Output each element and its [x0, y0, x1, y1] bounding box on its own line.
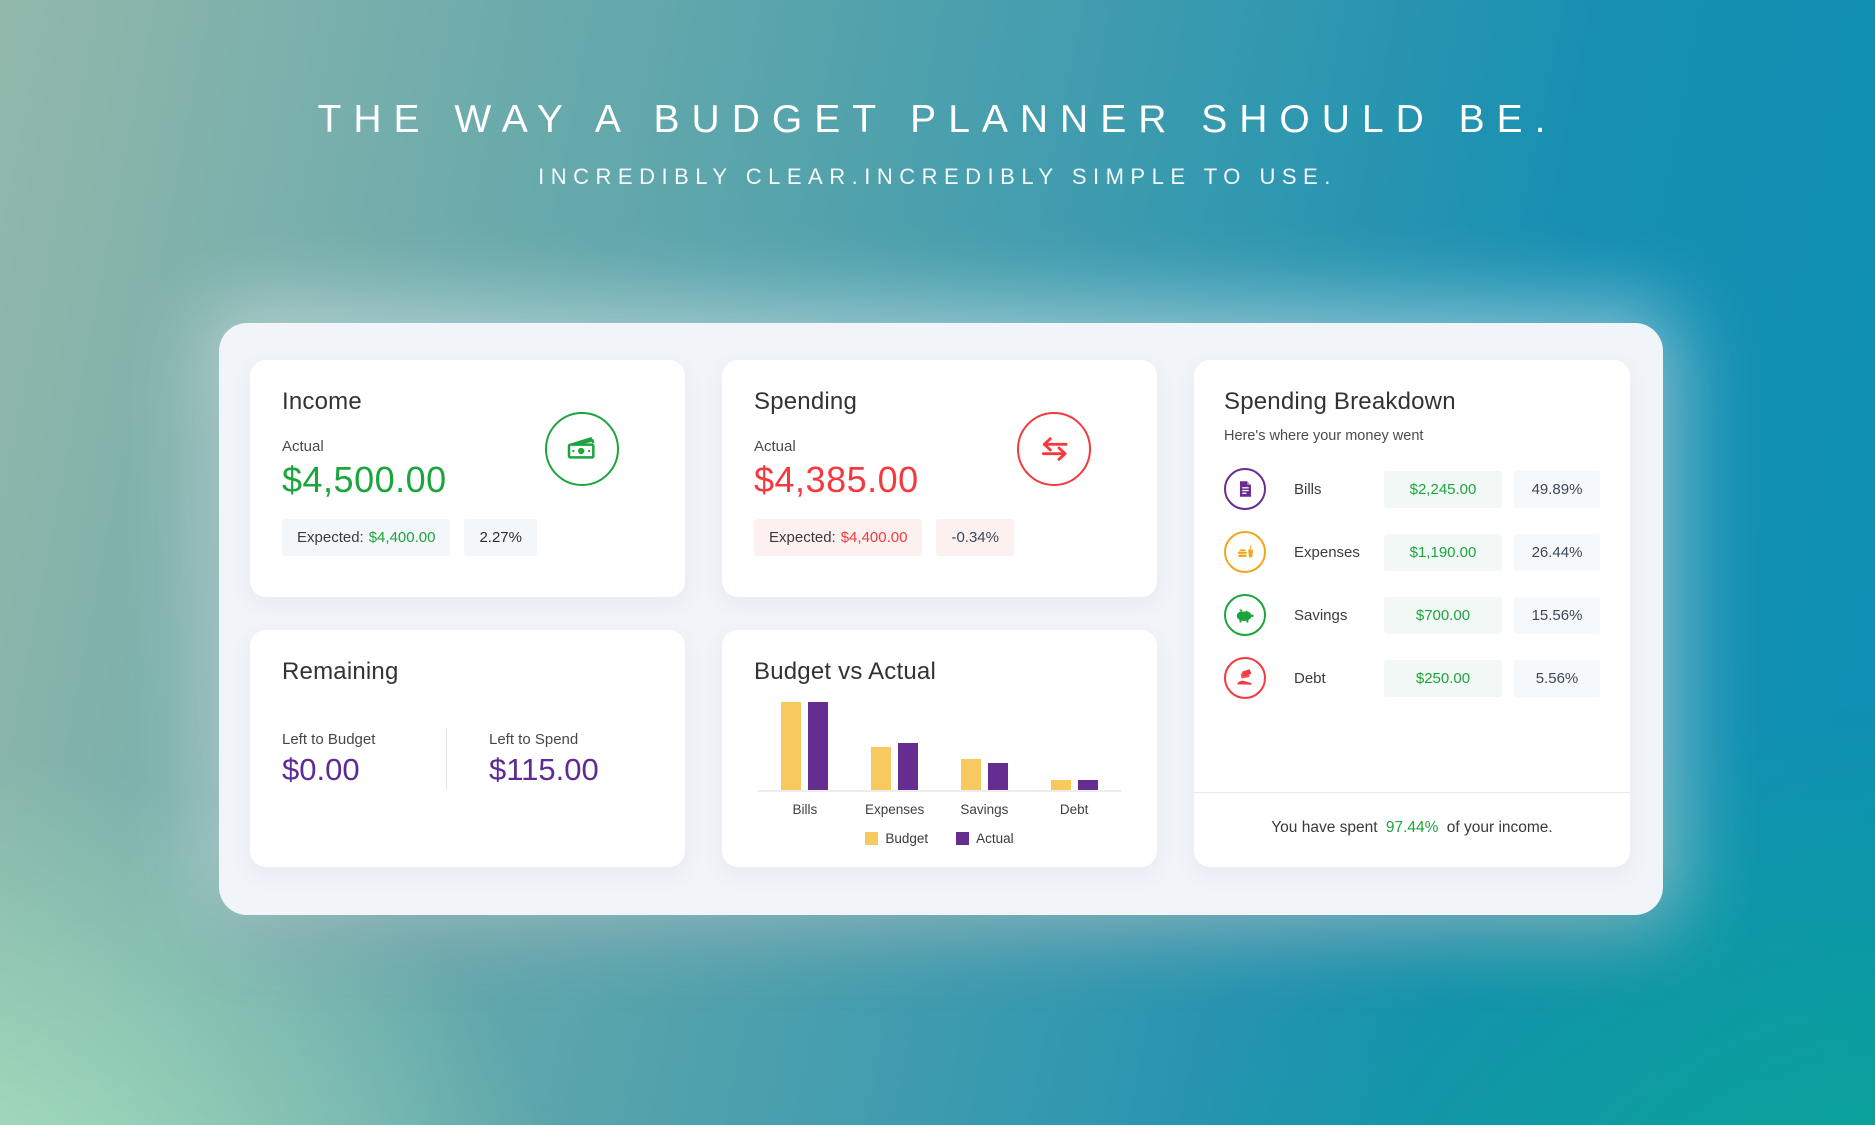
breakdown-amount-badge: $1,190.00 — [1384, 533, 1502, 571]
breakdown-row: Savings $700.00 15.56% — [1224, 594, 1600, 636]
breakdown-footer: You have spent 97.44% of your income. — [1224, 793, 1600, 867]
left-to-budget-block: Left to Budget $0.00 — [282, 731, 446, 788]
chart-group-expenses: Expenses — [850, 700, 940, 817]
breakdown-row: Expenses $1,190.00 26.44% — [1224, 531, 1600, 573]
bar-chart: Bills Expenses Savings Debt Budget Actual — [754, 700, 1125, 846]
breakdown-percent-badge: 49.89% — [1514, 470, 1600, 508]
breakdown-rows: Bills $2,245.00 49.89% Expenses $1,190.00 26.… — [1224, 468, 1600, 720]
income-card-title: Income — [282, 388, 362, 415]
breakdown-amount-badge: $250.00 — [1384, 659, 1502, 697]
breakdown-category-label: Savings — [1294, 606, 1348, 624]
breakdown-row: Debt $250.00 5.56% — [1224, 657, 1600, 699]
footer-percent: 97.44% — [1385, 819, 1439, 836]
chart-legend: Budget Actual — [760, 831, 1119, 846]
left-to-budget-label: Left to Budget — [282, 730, 376, 748]
left-to-spend-block: Left to Spend $115.00 — [447, 731, 653, 788]
footer-prefix: You have spent — [1271, 819, 1378, 836]
bar-actual-expenses — [898, 743, 919, 790]
legend-item-budget: Budget — [865, 831, 928, 846]
breakdown-subtitle: Here's where your money went — [1224, 428, 1424, 444]
bar-budget-savings — [960, 759, 981, 790]
chart-group-savings: Savings — [940, 700, 1030, 817]
legend-item-actual: Actual — [956, 831, 1014, 846]
bar-actual-bills — [808, 702, 829, 790]
breakdown-amount-badge: $700.00 — [1384, 596, 1502, 634]
breakdown-category-label: Expenses — [1294, 543, 1360, 561]
spending-expected-label: Expected: — [769, 529, 836, 546]
spending-actual-label: Actual — [754, 438, 796, 455]
spending-delta-badge: -0.34% — [936, 519, 1014, 556]
income-expected-chip: Expected: $4,400.00 — [282, 519, 451, 556]
bar-budget-debt — [1050, 780, 1071, 790]
breakdown-footer-divider — [1194, 792, 1630, 793]
left-to-spend-value: $115.00 — [489, 751, 599, 787]
spending-breakdown-panel: Spending Breakdown Here's where your mon… — [1194, 360, 1630, 867]
legend-swatch-icon — [865, 832, 879, 845]
legend-swatch-icon — [956, 832, 970, 845]
chart-group-bills: Bills — [760, 700, 850, 817]
income-actual-value: $4,500.00 — [282, 459, 447, 500]
income-expected-label: Expected: — [297, 529, 364, 546]
hand-card-icon — [1224, 657, 1266, 699]
chart-category-label: Debt — [1059, 802, 1089, 817]
chart-title: Budget vs Actual — [754, 658, 936, 685]
transfer-arrows-icon — [1017, 412, 1091, 486]
bar-budget-expenses — [871, 747, 892, 790]
page-title: THE WAY A BUDGET PLANNER SHOULD BE. — [317, 98, 1558, 141]
page-subtitle: INCREDIBLY CLEAR.INCREDIBLY SIMPLE TO US… — [538, 164, 1337, 189]
legend-label: Budget — [885, 831, 929, 846]
piggy-bank-icon — [1224, 594, 1266, 636]
breakdown-category-label: Bills — [1294, 480, 1322, 498]
footer-suffix: of your income. — [1446, 819, 1553, 836]
chart-columns: Bills Expenses Savings Debt — [758, 700, 1121, 817]
remaining-divider — [446, 728, 447, 790]
fast-food-icon — [1224, 531, 1266, 573]
income-expected-value: $4,400.00 — [368, 529, 436, 546]
spending-actual-value: $4,385.00 — [754, 459, 919, 500]
breakdown-percent-badge: 5.56% — [1514, 659, 1600, 697]
left-to-budget-value: $0.00 — [282, 751, 360, 787]
budget-vs-actual-card: Budget vs Actual Bills Expenses Savings Deb… — [722, 630, 1157, 867]
income-actual-label: Actual — [282, 438, 324, 455]
breakdown-category-label: Debt — [1294, 669, 1326, 687]
bar-budget-bills — [781, 702, 802, 790]
bills-document-icon — [1224, 468, 1266, 510]
chart-category-label: Expenses — [864, 802, 925, 817]
dashboard-panel: Income Actual $4,500.00 Expected: $4,400.… — [219, 323, 1663, 915]
spending-expected-value: $4,400.00 — [840, 529, 908, 546]
cash-icon — [545, 412, 619, 486]
chart-group-debt: Debt — [1029, 700, 1119, 817]
income-card: Income Actual $4,500.00 Expected: $4,400.… — [250, 360, 685, 597]
chart-category-label: Bills — [792, 802, 818, 817]
breakdown-percent-badge: 26.44% — [1514, 533, 1600, 571]
breakdown-percent-badge: 15.56% — [1514, 596, 1600, 634]
remaining-card: Remaining Left to Budget $0.00 Left to S… — [250, 630, 685, 867]
breakdown-row: Bills $2,245.00 49.89% — [1224, 468, 1600, 510]
remaining-card-title: Remaining — [282, 658, 399, 685]
bar-actual-debt — [1077, 780, 1098, 790]
income-delta-badge: 2.27% — [464, 519, 537, 556]
breakdown-amount-badge: $2,245.00 — [1384, 470, 1502, 508]
breakdown-title: Spending Breakdown — [1224, 388, 1456, 415]
legend-label: Actual — [976, 831, 1014, 846]
spending-card: Spending Actual $4,385.00 Expected: $4,40… — [722, 360, 1157, 597]
left-to-spend-label: Left to Spend — [489, 730, 579, 748]
chart-category-label: Savings — [960, 802, 1009, 817]
spending-expected-chip: Expected: $4,400.00 — [754, 519, 923, 556]
bar-actual-savings — [987, 763, 1008, 790]
hero-header: THE WAY A BUDGET PLANNER SHOULD BE. INCR… — [0, 98, 1875, 190]
spending-card-title: Spending — [754, 388, 858, 415]
